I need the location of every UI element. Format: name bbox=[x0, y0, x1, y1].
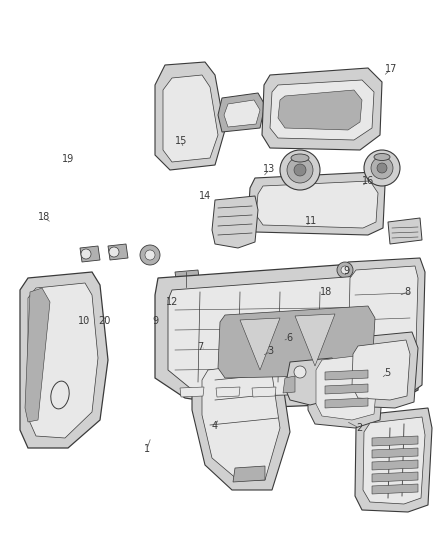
Polygon shape bbox=[212, 196, 258, 248]
Text: 15: 15 bbox=[175, 136, 187, 146]
Polygon shape bbox=[270, 80, 374, 140]
Polygon shape bbox=[325, 384, 368, 394]
Polygon shape bbox=[363, 417, 425, 504]
Polygon shape bbox=[80, 246, 100, 262]
Circle shape bbox=[294, 164, 306, 176]
Text: 9: 9 bbox=[343, 266, 349, 276]
Circle shape bbox=[280, 150, 320, 190]
Text: 18: 18 bbox=[320, 287, 332, 297]
Polygon shape bbox=[248, 172, 385, 235]
Polygon shape bbox=[325, 398, 368, 408]
Polygon shape bbox=[168, 273, 410, 396]
Polygon shape bbox=[360, 387, 384, 397]
Polygon shape bbox=[278, 90, 362, 130]
Polygon shape bbox=[224, 100, 260, 127]
Text: 17: 17 bbox=[385, 64, 397, 74]
Text: 11: 11 bbox=[305, 216, 317, 226]
Circle shape bbox=[140, 245, 160, 265]
Polygon shape bbox=[155, 62, 225, 170]
Text: 1: 1 bbox=[144, 445, 150, 454]
Polygon shape bbox=[155, 260, 422, 408]
Ellipse shape bbox=[51, 381, 69, 409]
Text: 18: 18 bbox=[38, 213, 50, 222]
Polygon shape bbox=[352, 340, 410, 400]
Polygon shape bbox=[324, 387, 348, 397]
Polygon shape bbox=[308, 345, 385, 428]
Text: 14: 14 bbox=[199, 191, 211, 200]
Polygon shape bbox=[348, 266, 418, 390]
Polygon shape bbox=[25, 288, 50, 422]
Circle shape bbox=[145, 250, 155, 260]
Text: 5: 5 bbox=[385, 368, 391, 378]
Polygon shape bbox=[283, 376, 295, 393]
Ellipse shape bbox=[374, 154, 390, 160]
Polygon shape bbox=[233, 466, 265, 482]
Text: 20: 20 bbox=[98, 317, 110, 326]
Text: 3: 3 bbox=[268, 346, 274, 356]
Text: 7: 7 bbox=[198, 342, 204, 352]
Text: 12: 12 bbox=[166, 297, 178, 306]
Polygon shape bbox=[344, 332, 418, 408]
Polygon shape bbox=[180, 387, 204, 397]
Polygon shape bbox=[288, 387, 312, 397]
Polygon shape bbox=[372, 436, 418, 446]
Text: 13: 13 bbox=[263, 165, 276, 174]
Circle shape bbox=[364, 150, 400, 186]
Polygon shape bbox=[240, 318, 280, 370]
Polygon shape bbox=[340, 258, 425, 398]
Polygon shape bbox=[262, 68, 382, 150]
Polygon shape bbox=[388, 218, 422, 244]
Polygon shape bbox=[295, 314, 335, 366]
Polygon shape bbox=[218, 93, 265, 132]
Polygon shape bbox=[256, 181, 378, 228]
Circle shape bbox=[337, 262, 353, 278]
Circle shape bbox=[377, 163, 387, 173]
Polygon shape bbox=[202, 363, 280, 480]
Polygon shape bbox=[372, 460, 418, 470]
Polygon shape bbox=[372, 472, 418, 482]
Polygon shape bbox=[20, 272, 108, 448]
Ellipse shape bbox=[291, 154, 309, 162]
Polygon shape bbox=[28, 283, 98, 438]
Text: 10: 10 bbox=[78, 317, 91, 326]
Polygon shape bbox=[372, 448, 418, 458]
Polygon shape bbox=[192, 352, 290, 490]
Polygon shape bbox=[108, 244, 128, 260]
Circle shape bbox=[294, 366, 306, 378]
Text: 16: 16 bbox=[362, 176, 374, 186]
Text: 6: 6 bbox=[286, 333, 292, 343]
Circle shape bbox=[287, 157, 313, 183]
Text: 9: 9 bbox=[152, 317, 159, 326]
Text: 4: 4 bbox=[212, 422, 218, 431]
Circle shape bbox=[341, 266, 349, 274]
Polygon shape bbox=[216, 387, 240, 397]
Polygon shape bbox=[316, 354, 378, 420]
Circle shape bbox=[371, 157, 393, 179]
Polygon shape bbox=[252, 387, 276, 397]
Polygon shape bbox=[355, 408, 432, 512]
Polygon shape bbox=[175, 270, 200, 287]
Text: 2: 2 bbox=[356, 423, 362, 433]
Circle shape bbox=[109, 247, 119, 257]
Text: 8: 8 bbox=[404, 287, 410, 297]
Polygon shape bbox=[325, 370, 368, 380]
Polygon shape bbox=[218, 306, 375, 378]
Polygon shape bbox=[163, 75, 218, 162]
Polygon shape bbox=[372, 484, 418, 494]
Polygon shape bbox=[285, 358, 338, 405]
Circle shape bbox=[81, 249, 91, 259]
Text: 19: 19 bbox=[62, 154, 74, 164]
